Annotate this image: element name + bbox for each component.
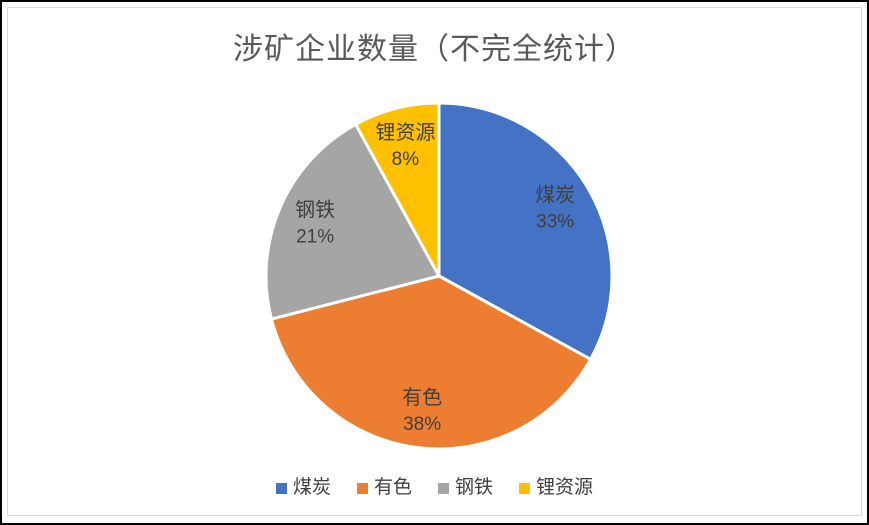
chart-title: 涉矿企业数量（不完全统计） xyxy=(233,33,636,66)
legend-item-nonferrous[interactable]: 有色 xyxy=(356,474,412,502)
slice-percent-steel: 21% xyxy=(296,226,334,247)
legend-label-coal: 煤炭 xyxy=(292,477,331,498)
slice-label-steel: 钢铁 xyxy=(295,198,335,221)
legend-swatch-steel-icon xyxy=(438,482,449,494)
slice-percent-nonferrous: 38% xyxy=(403,414,441,435)
slice-label-nonferrous: 有色 xyxy=(402,386,442,409)
pie-slice-coal[interactable] xyxy=(437,101,614,361)
legend-label-lithium: 锂资源 xyxy=(536,477,594,498)
legend-swatch-nonferrous-icon xyxy=(356,482,368,494)
legend: 煤炭 有色 钢铁 锂资源 xyxy=(8,474,861,502)
legend-swatch-coal-icon xyxy=(275,482,287,494)
legend-item-steel[interactable]: 钢铁 xyxy=(438,474,493,502)
legend-label-nonferrous: 有色 xyxy=(373,477,412,498)
pie-slice-lithium[interactable] xyxy=(354,101,441,278)
legend-swatch-lithium-icon xyxy=(519,482,531,494)
slice-percent-coal: 33% xyxy=(536,211,574,232)
legend-item-lithium[interactable]: 锂资源 xyxy=(519,474,593,502)
slice-label-lithium: 锂资源 xyxy=(375,121,435,144)
slice-percent-lithium: 8% xyxy=(392,149,420,170)
legend-item-coal[interactable]: 煤炭 xyxy=(275,474,331,502)
pie-slice-steel[interactable] xyxy=(264,122,441,321)
legend-label-steel: 钢铁 xyxy=(455,477,494,498)
pie-slice-nonferrous[interactable] xyxy=(269,274,593,451)
chart-area: 涉矿企业数量（不完全统计） 煤炭 33% 有色 38% 钢铁 21% 锂资源 8% 煤炭 有色… xyxy=(7,7,862,516)
slice-label-coal: 煤炭 xyxy=(535,183,575,206)
pie-chart: 煤炭 33% 有色 38% 钢铁 21% 锂资源 8% xyxy=(264,101,614,451)
